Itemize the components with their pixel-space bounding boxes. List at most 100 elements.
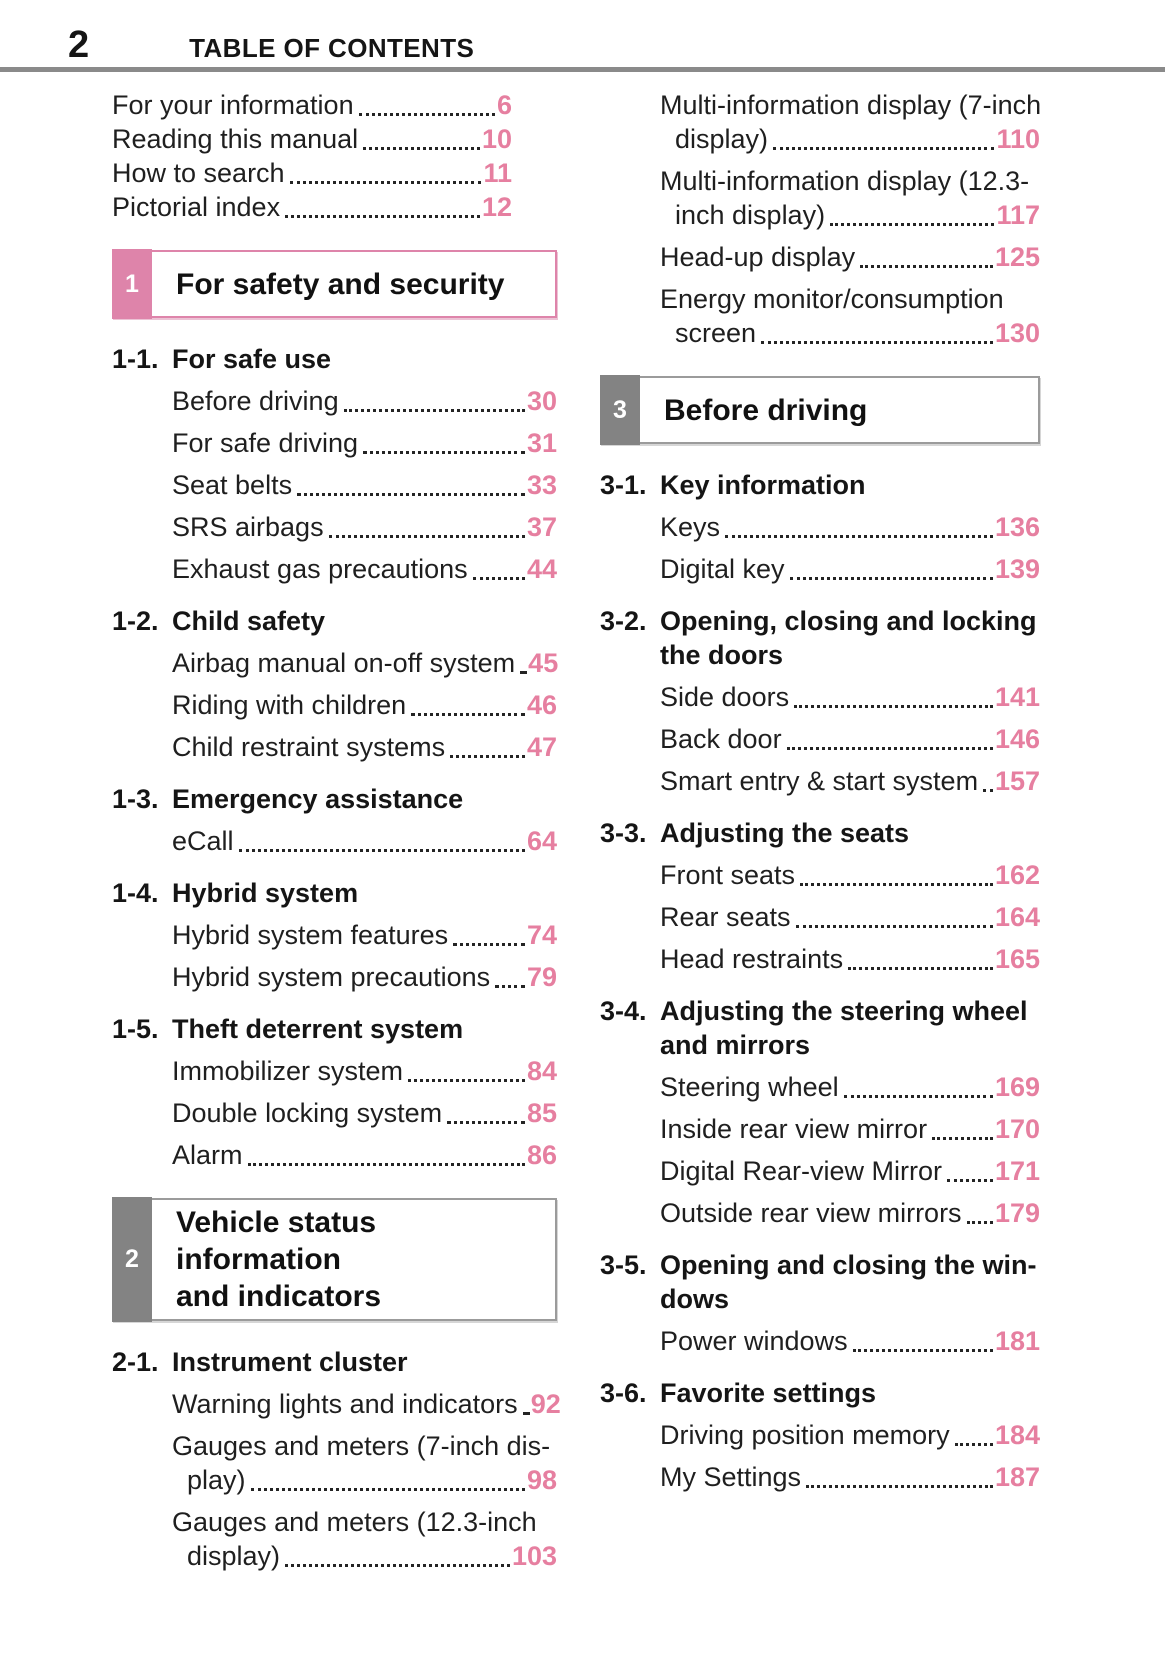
page-number: 169 <box>994 1072 1040 1102</box>
leader-dots <box>786 722 994 756</box>
toc-entry[interactable]: Head-up display 125 <box>600 240 1040 274</box>
toc-entry[interactable]: Power windows 181 <box>600 1324 1040 1358</box>
toc-entry[interactable]: Hybrid system features 74 <box>112 918 557 952</box>
toc-entry[interactable]: Immobilizer system 84 <box>112 1054 557 1088</box>
toc-entry[interactable]: Gauges and meters (12.3-inch display) 103 <box>112 1505 557 1573</box>
toc-section: 1-4. Hybrid system Hybrid system features 7… <box>112 876 557 994</box>
toc-entry[interactable]: Keys 136 <box>600 510 1040 544</box>
entry-text: Alarm <box>172 1140 243 1170</box>
toc-entry-line: How to search 11 <box>112 156 512 190</box>
chapter-title: Vehicle status information and indicator… <box>176 1206 382 1313</box>
chapter-box: 2 Vehicle status information and indicato… <box>112 1197 557 1322</box>
entry-text: Warning lights and indicators <box>172 1389 518 1419</box>
toc-entry[interactable]: Warning lights and indicators 92 <box>112 1387 561 1421</box>
leader-dots <box>285 1539 510 1573</box>
page-number: 12 <box>481 192 512 222</box>
section-title: Theft deterrent system <box>172 1014 464 1044</box>
leader-dots <box>358 88 496 122</box>
toc-entry[interactable]: How to search 11 <box>112 156 512 190</box>
toc-entry-list: For your information 6 Reading this manual… <box>112 88 557 224</box>
page-number: 136 <box>994 512 1040 542</box>
toc-section: 3-2. Opening, closing and locking the doo… <box>600 604 1040 798</box>
toc-entry[interactable]: Back door 146 <box>600 722 1040 756</box>
toc-entry[interactable]: Inside rear view mirror 170 <box>600 1112 1040 1146</box>
page-number: 170 <box>994 1114 1040 1144</box>
toc-entry-line: Side doors 141 <box>660 680 1040 714</box>
entry-text: Gauges and meters (12.3-inch <box>172 1507 537 1537</box>
chapter-box: 1 For safety and security <box>112 249 557 319</box>
leader-dots <box>285 190 480 224</box>
toc-entry[interactable]: Exhaust gas precautions 44 <box>112 552 557 586</box>
toc-entry[interactable]: Before driving 30 <box>112 384 557 418</box>
page-number: 165 <box>994 944 1040 974</box>
toc-entry-line: Smart entry & start system 157 <box>660 764 1040 798</box>
toc-entry[interactable]: Rear seats 164 <box>600 900 1040 934</box>
toc-entry[interactable]: Smart entry & start system 157 <box>600 764 1040 798</box>
page-number: 11 <box>483 158 512 188</box>
page-title: TABLE OF CONTENTS <box>189 33 475 63</box>
entry-text: Hybrid system precautions <box>172 962 491 992</box>
chapter-title: Before driving <box>664 393 868 427</box>
toc-entry[interactable]: Pictorial index 12 <box>112 190 512 224</box>
entry-text: Airbag manual on-off system <box>172 648 516 678</box>
toc-entry[interactable]: Hybrid system precautions 79 <box>112 960 557 994</box>
toc-entry-line: Reading this manual 10 <box>112 122 512 156</box>
page-number: 187 <box>994 1462 1040 1492</box>
toc-entry[interactable]: Double locking system 85 <box>112 1096 557 1130</box>
leader-dots <box>966 1196 994 1230</box>
toc-entry[interactable]: Front seats 162 <box>600 858 1040 892</box>
entry-text: Digital key <box>660 554 785 584</box>
toc-entry[interactable]: Energy monitor/consumption screen 130 <box>600 282 1040 350</box>
entry-text-line1: Energy monitor/consumption <box>660 282 1040 316</box>
toc-entry[interactable]: Digital Rear-view Mirror 171 <box>600 1154 1040 1188</box>
page-number: 10 <box>481 124 512 154</box>
toc-entry-line: eCall 64 <box>172 824 557 858</box>
toc-entry[interactable]: Reading this manual 10 <box>112 122 512 156</box>
page-number: 46 <box>526 690 557 720</box>
leader-dots <box>408 1054 525 1088</box>
page-number: 47 <box>526 732 557 762</box>
page-number: 171 <box>994 1156 1040 1186</box>
toc-entry-line: Power windows 181 <box>660 1324 1040 1358</box>
toc-entry[interactable]: Airbag manual on-off system 45 <box>112 646 558 680</box>
toc-entry-line: Digital key 139 <box>660 552 1040 586</box>
section-number: 1-2. <box>112 606 159 636</box>
leader-dots <box>289 156 482 190</box>
toc-entry[interactable]: Child restraint systems 47 <box>112 730 557 764</box>
toc-entry[interactable]: Steering wheel 169 <box>600 1070 1040 1104</box>
toc-entry[interactable]: Side doors 141 <box>600 680 1040 714</box>
toc-entry[interactable]: For your information 6 <box>112 88 512 122</box>
toc-entry[interactable]: My Settings 187 <box>600 1460 1040 1494</box>
toc-entry[interactable]: Seat belts 33 <box>112 468 557 502</box>
entry-text: Head-up display <box>660 242 856 272</box>
toc-section: 3-1. Key information Keys 136 Digital key 139 <box>600 468 1040 586</box>
section-number: 3-3. <box>600 818 647 848</box>
page-number: 98 <box>526 1465 557 1495</box>
toc-entry[interactable]: Riding with children 46 <box>112 688 557 722</box>
toc-entry[interactable]: Multi-information display (7-inch display… <box>600 88 1041 156</box>
toc-entry[interactable]: Head restraints 165 <box>600 942 1040 976</box>
toc-entry[interactable]: Digital key 139 <box>600 552 1040 586</box>
page-number: 110 <box>996 124 1040 154</box>
toc-entry-line: For safe driving 31 <box>172 426 557 460</box>
entry-text: Side doors <box>660 682 790 712</box>
toc-entry[interactable]: Alarm 86 <box>112 1138 557 1172</box>
toc-entry[interactable]: Multi-information display (12.3- inch dis… <box>600 164 1040 232</box>
toc-entry[interactable]: Driving position memory 184 <box>600 1418 1040 1452</box>
toc-entry[interactable]: Outside rear view mirrors 179 <box>600 1196 1040 1230</box>
toc-entry[interactable]: SRS airbags 37 <box>112 510 557 544</box>
entry-text: Immobilizer system <box>172 1056 404 1086</box>
entry-text: SRS airbags <box>172 512 324 542</box>
toc-entry[interactable]: Gauges and meters (7-inch dis-play) 98 <box>112 1429 557 1497</box>
section-heading: 1-4. Hybrid system <box>112 876 557 910</box>
manual-toc-page: 2 TABLE OF CONTENTS For your information… <box>0 24 1165 1573</box>
chapter-number-tab: 1 <box>112 249 152 319</box>
toc-entry[interactable]: For safe driving 31 <box>112 426 557 460</box>
section-title: For safe use <box>172 344 332 374</box>
toc-entry[interactable]: eCall 64 <box>112 824 557 858</box>
entry-text: For safe driving <box>172 428 359 458</box>
entry-text: display) <box>675 124 769 154</box>
section-heading: 2-1. Instrument cluster <box>112 1345 557 1379</box>
toc-entry-line: Airbag manual on-off system 45 <box>172 646 558 680</box>
toc-entry-line: Immobilizer system 84 <box>172 1054 557 1088</box>
